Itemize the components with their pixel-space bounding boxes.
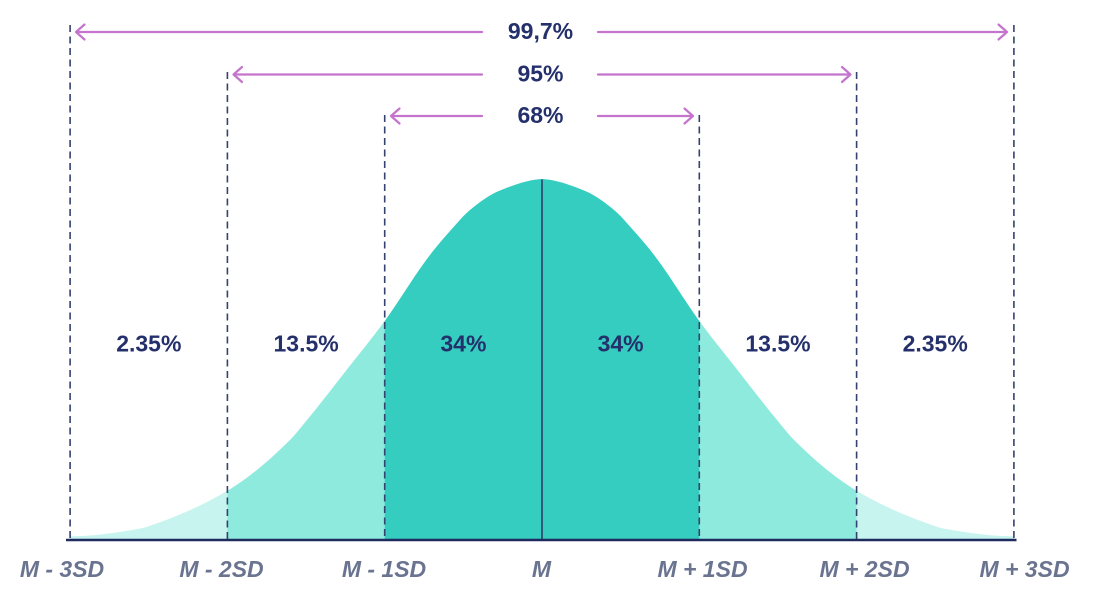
svg-text:13.5%: 13.5% [273,331,338,357]
svg-text:2.35%: 2.35% [903,331,968,357]
svg-text:13.5%: 13.5% [745,331,810,357]
svg-text:M: M [532,556,552,582]
svg-text:34%: 34% [598,331,644,357]
svg-text:99,7%: 99,7% [508,18,573,44]
svg-text:M + 1SD: M + 1SD [657,556,747,582]
svg-text:M - 3SD: M - 3SD [20,556,104,582]
svg-text:M - 2SD: M - 2SD [179,556,263,582]
svg-text:M + 3SD: M + 3SD [979,556,1069,582]
svg-text:M + 2SD: M + 2SD [819,556,909,582]
svg-text:M - 1SD: M - 1SD [342,556,426,582]
svg-text:68%: 68% [517,102,563,128]
svg-text:2.35%: 2.35% [116,331,181,357]
svg-text:34%: 34% [440,331,486,357]
svg-text:95%: 95% [517,61,563,87]
